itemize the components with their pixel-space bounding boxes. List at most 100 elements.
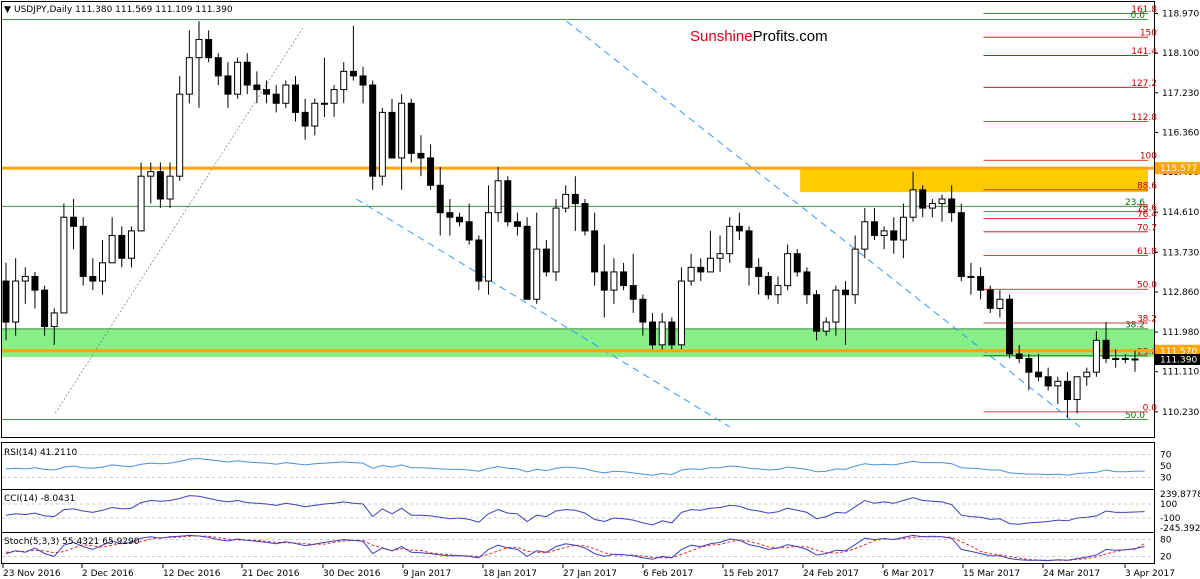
price-tick-label-9: 111.110 — [1162, 368, 1199, 378]
candle-body — [726, 225, 734, 255]
time-tick-label-12: 15 Mar 2017 — [963, 569, 1020, 579]
time-tick-label-10: 24 Feb 2017 — [803, 569, 859, 579]
candle-body — [880, 230, 888, 236]
candle-body — [813, 294, 821, 332]
candle-body — [446, 212, 454, 218]
channel-lower-line — [356, 198, 730, 428]
candle-body — [687, 266, 695, 282]
fib-red-label-0: 161.8 — [1131, 5, 1157, 15]
candle-body — [398, 102, 406, 159]
rsi-tick-label-0: 70 — [1160, 451, 1172, 461]
rsi-tick-label-2: 30 — [1160, 474, 1172, 484]
time-tick-label-7: 27 Jan 2017 — [563, 569, 617, 579]
candle-body — [832, 289, 840, 323]
time-axis: 23 Nov 2016 2 Dec 2016 12 Dec 2016 21 Dec 2… — [2, 563, 1175, 579]
candle-body — [658, 321, 666, 346]
candle-body — [822, 321, 830, 332]
stoch-main-line — [5, 534, 1145, 562]
candle-body — [349, 70, 357, 77]
candle-body — [649, 321, 657, 346]
candle-body — [41, 289, 49, 328]
candle-body — [359, 75, 367, 86]
candle-body — [21, 275, 29, 282]
candle-body — [253, 84, 261, 91]
candle-body — [755, 266, 763, 277]
candle-body — [340, 70, 348, 91]
candle-body — [205, 38, 213, 59]
fib-red-label-12: 38.2 — [1137, 314, 1157, 324]
candle-body — [1112, 358, 1120, 361]
orange-price-label-0: 115.577 — [1160, 164, 1197, 174]
fib-green-label-0: 0.0 — [1131, 11, 1146, 21]
fib-red-label-5: 100 — [1140, 152, 1157, 162]
fib-red-label-14: 0.0 — [1143, 403, 1158, 413]
time-tick-label-14: 3 Apr 2017 — [1125, 569, 1175, 579]
candle-body — [185, 57, 193, 95]
orange-price-box-1 — [1155, 344, 1200, 357]
candle-body — [1035, 371, 1042, 378]
price-tick-label-5: 114.610 — [1162, 208, 1199, 218]
candle-body — [735, 225, 743, 232]
trendlines-layer — [2, 20, 1154, 428]
candle-body — [436, 184, 444, 214]
price-tick-label-8: 111.980 — [1162, 328, 1199, 338]
collapse-arrow-icon[interactable]: ▼ — [4, 5, 11, 15]
candle-body — [629, 285, 637, 300]
candle-body — [195, 38, 203, 59]
candle-body — [977, 275, 985, 291]
candle-body — [475, 239, 483, 282]
watermark-sunshine: Sunshine — [690, 28, 753, 45]
price-axis: 118.970118.100117.230116.360115.490114.6… — [1154, 9, 1200, 418]
candle-body — [620, 271, 628, 287]
candle-body — [214, 57, 222, 77]
candle-body — [291, 84, 299, 113]
candle-body — [456, 216, 464, 223]
candle-body — [147, 171, 155, 177]
candle-body — [1131, 358, 1139, 361]
channel-upper-line — [566, 20, 1081, 428]
candle-body — [523, 225, 531, 300]
candle-body — [494, 180, 502, 214]
candle-body — [1073, 376, 1081, 401]
candle-body — [803, 271, 811, 296]
zones-layer — [2, 168, 1154, 358]
candle-body — [842, 289, 850, 296]
price-tick-label-6: 113.730 — [1162, 248, 1199, 258]
resistance-zone — [800, 168, 1148, 193]
fib-red-label-8: 76.4 — [1137, 210, 1157, 220]
time-tick-label-8: 6 Feb 2017 — [643, 569, 693, 579]
candle-body — [1083, 371, 1091, 378]
candle-body — [311, 102, 319, 127]
price-tick-label-3: 116.360 — [1162, 128, 1199, 138]
candle-body — [70, 216, 78, 227]
time-tick-label-1: 2 Dec 2016 — [82, 569, 134, 579]
candle-body — [706, 257, 714, 273]
fib-red-label-7: 78.6 — [1137, 203, 1157, 213]
candle-body — [919, 189, 927, 209]
candle-body — [784, 253, 792, 287]
time-tick-label-2: 12 Dec 2016 — [163, 569, 221, 579]
candle-body — [1006, 298, 1014, 355]
candle-body — [234, 61, 242, 95]
price-tick-label-1: 118.100 — [1162, 49, 1199, 59]
rsi-tick-label-1: 50 — [1160, 462, 1172, 472]
candle-body — [716, 253, 724, 259]
watermark-profits: Profits — [753, 28, 796, 45]
candle-body — [118, 234, 126, 259]
cci-tick-label-0: 239.8778 — [1160, 490, 1200, 500]
fib-green-label-1: 23.6 — [1125, 198, 1145, 208]
cci-tick-label-2: -100 — [1160, 514, 1181, 524]
candle-body — [591, 230, 599, 273]
candle-body — [282, 84, 290, 104]
symbol-line: USDJPY,Daily 111.380 111.569 111.109 111… — [14, 5, 233, 15]
watermark-com: .com — [795, 28, 828, 45]
candle-body — [677, 280, 685, 346]
candle-body — [1054, 380, 1062, 387]
stoch-title: Stoch(5,3,3) 55.4321 65.9290 — [4, 537, 140, 547]
support-zone — [2, 328, 1154, 358]
candle-body — [996, 298, 1004, 309]
candle-body — [600, 271, 608, 291]
